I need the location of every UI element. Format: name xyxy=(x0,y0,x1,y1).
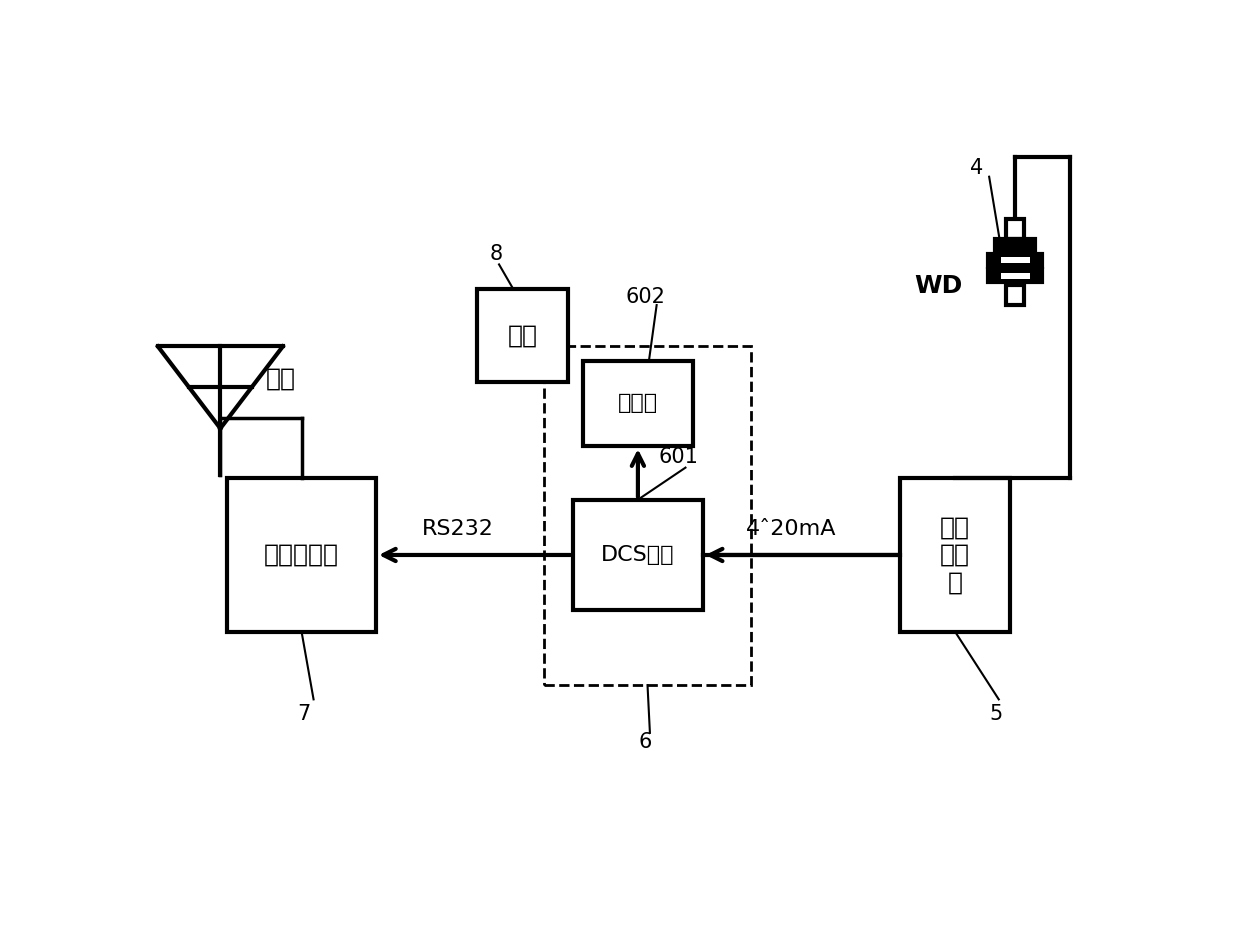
Text: 8: 8 xyxy=(490,244,502,264)
Text: 6: 6 xyxy=(639,732,652,752)
Bar xyxy=(477,290,568,382)
Text: 4: 4 xyxy=(970,158,983,178)
Text: 温度
变送
器: 温度 变送 器 xyxy=(940,515,970,594)
Text: DCS上机: DCS上机 xyxy=(601,545,675,565)
Text: 4ˆ20mA: 4ˆ20mA xyxy=(746,519,837,539)
Text: 手机: 手机 xyxy=(507,324,538,348)
Bar xyxy=(1001,273,1016,279)
Bar xyxy=(227,479,376,632)
Bar xyxy=(994,240,1035,251)
Text: 显示器: 显示器 xyxy=(618,394,658,413)
Bar xyxy=(583,360,693,446)
Bar xyxy=(1007,219,1024,240)
Text: 短信发送器: 短信发送器 xyxy=(264,543,339,567)
Text: 天线: 天线 xyxy=(265,367,295,391)
Bar xyxy=(1016,273,1030,279)
Text: WD: WD xyxy=(914,274,962,298)
Bar xyxy=(988,269,1042,282)
Bar xyxy=(573,500,703,610)
Bar xyxy=(1016,257,1030,263)
Text: 602: 602 xyxy=(625,286,665,307)
Bar xyxy=(1007,285,1024,305)
Bar xyxy=(1001,257,1016,263)
Text: 7: 7 xyxy=(298,704,310,723)
Text: 5: 5 xyxy=(990,704,1002,723)
Bar xyxy=(988,254,1042,267)
Text: 601: 601 xyxy=(658,447,698,467)
Text: RS232: RS232 xyxy=(422,519,494,539)
Bar xyxy=(544,346,751,685)
Bar xyxy=(900,479,1011,632)
